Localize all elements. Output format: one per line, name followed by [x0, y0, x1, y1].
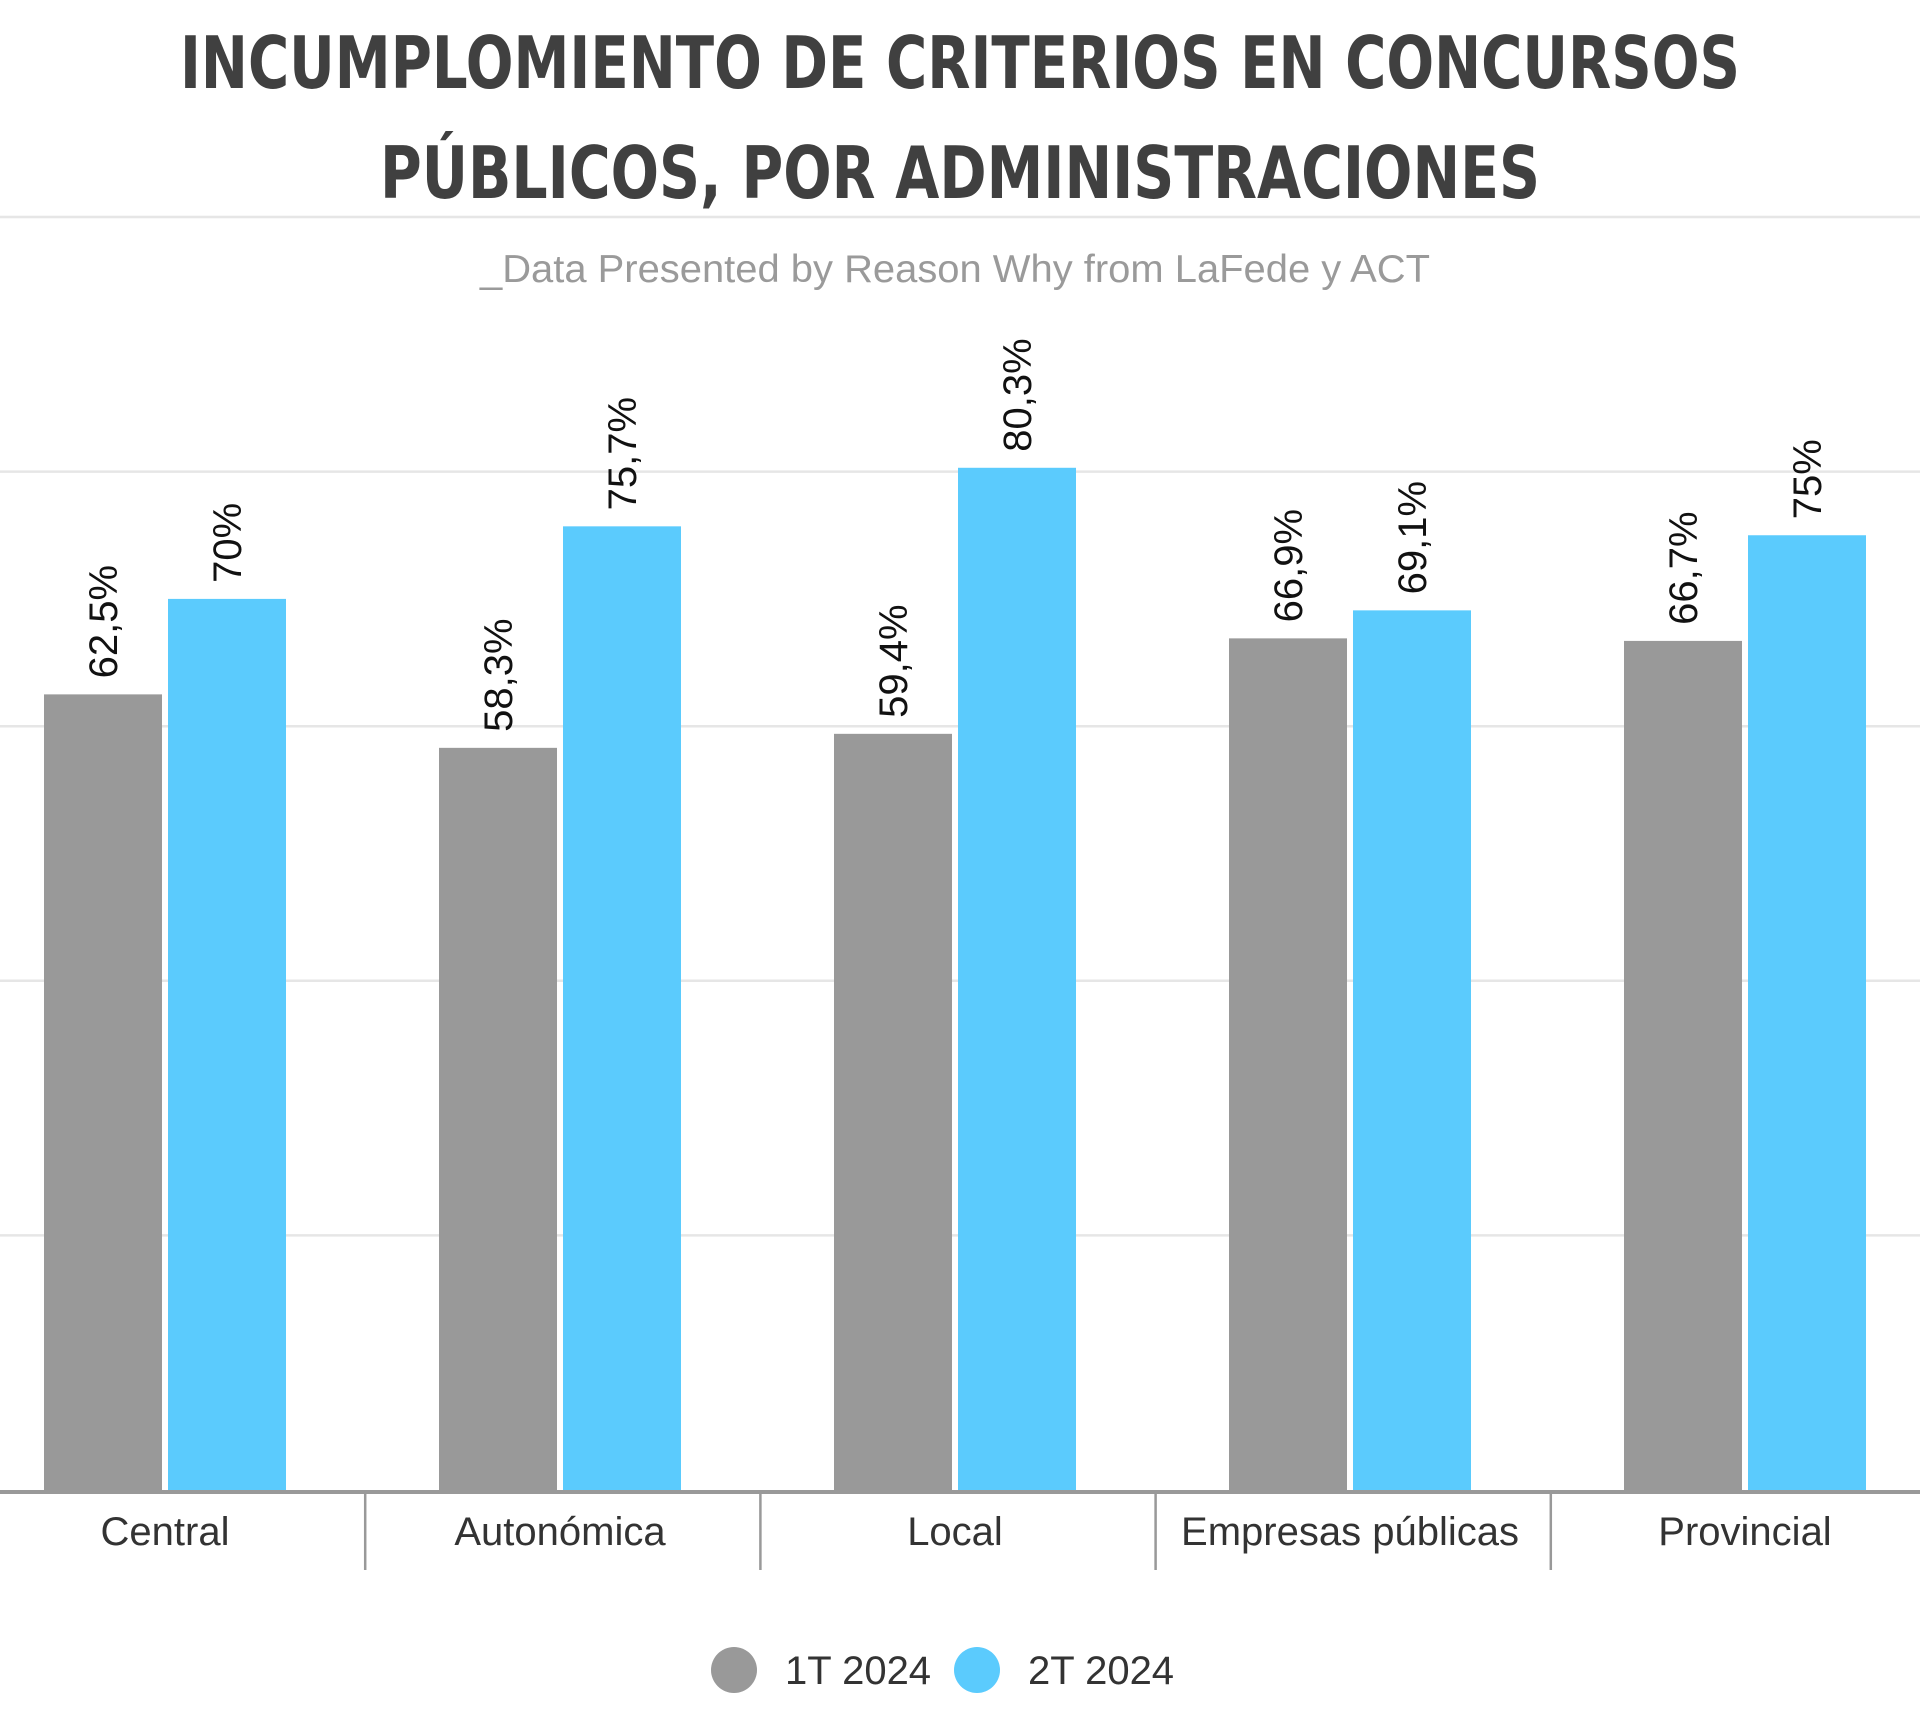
chart-subtitle: _Data Presented by Reason Why from LaFed…: [479, 248, 1430, 291]
data-label: 58,3%: [477, 618, 521, 731]
data-labels: 62,5% 70% 58,3% 75,7% 59,4% 80,3% 66,9% 69,1% 66…: [82, 338, 1830, 731]
x-tick-label: Central: [101, 1510, 230, 1554]
bar-2t-2024: [1353, 610, 1471, 1490]
bar-2t-2024: [958, 467, 1076, 1490]
data-label: 70%: [206, 503, 250, 583]
data-label: 62,5%: [82, 565, 126, 678]
bars: [44, 467, 1866, 1490]
data-label: 66,7%: [1662, 511, 1706, 624]
bar-2t-2024: [1748, 535, 1866, 1490]
legend-label: 2T 2024: [1028, 1649, 1174, 1693]
x-tick-label: Provincial: [1658, 1510, 1831, 1554]
data-label: 80,3%: [996, 338, 1040, 451]
bar-2t-2024: [563, 526, 681, 1490]
x-tick-label: Autonómica: [454, 1510, 666, 1554]
x-tick-label: Local: [907, 1510, 1003, 1554]
chart-title-line-1: INCUMPLOMIENTO DE CRITERIOS EN CONCURSOS: [180, 21, 1740, 105]
data-label: 75,7%: [601, 397, 645, 510]
x-tick-label: Empresas públicas: [1181, 1510, 1519, 1554]
bar-1t-2024: [44, 694, 162, 1490]
legend-swatch: [954, 1647, 1000, 1693]
x-axis: Central Autonómica Local Empresas públicas P…: [0, 1490, 1920, 1570]
data-label: 59,4%: [872, 604, 916, 717]
legend: 1T 2024 2T 2024: [711, 1647, 1174, 1693]
chart-title-line-2: PÚBLICOS, POR ADMINISTRACIONES: [380, 131, 1540, 215]
data-label: 69,1%: [1391, 481, 1435, 594]
legend-swatch: [711, 1647, 757, 1693]
legend-label: 1T 2024: [785, 1649, 931, 1693]
data-label: 66,9%: [1267, 509, 1311, 622]
bar-1t-2024: [1229, 638, 1347, 1490]
bar-1t-2024: [834, 733, 952, 1490]
bar-1t-2024: [1624, 640, 1742, 1490]
bar-2t-2024: [168, 598, 286, 1490]
bar-1t-2024: [439, 747, 557, 1490]
data-label: 75%: [1786, 439, 1830, 519]
